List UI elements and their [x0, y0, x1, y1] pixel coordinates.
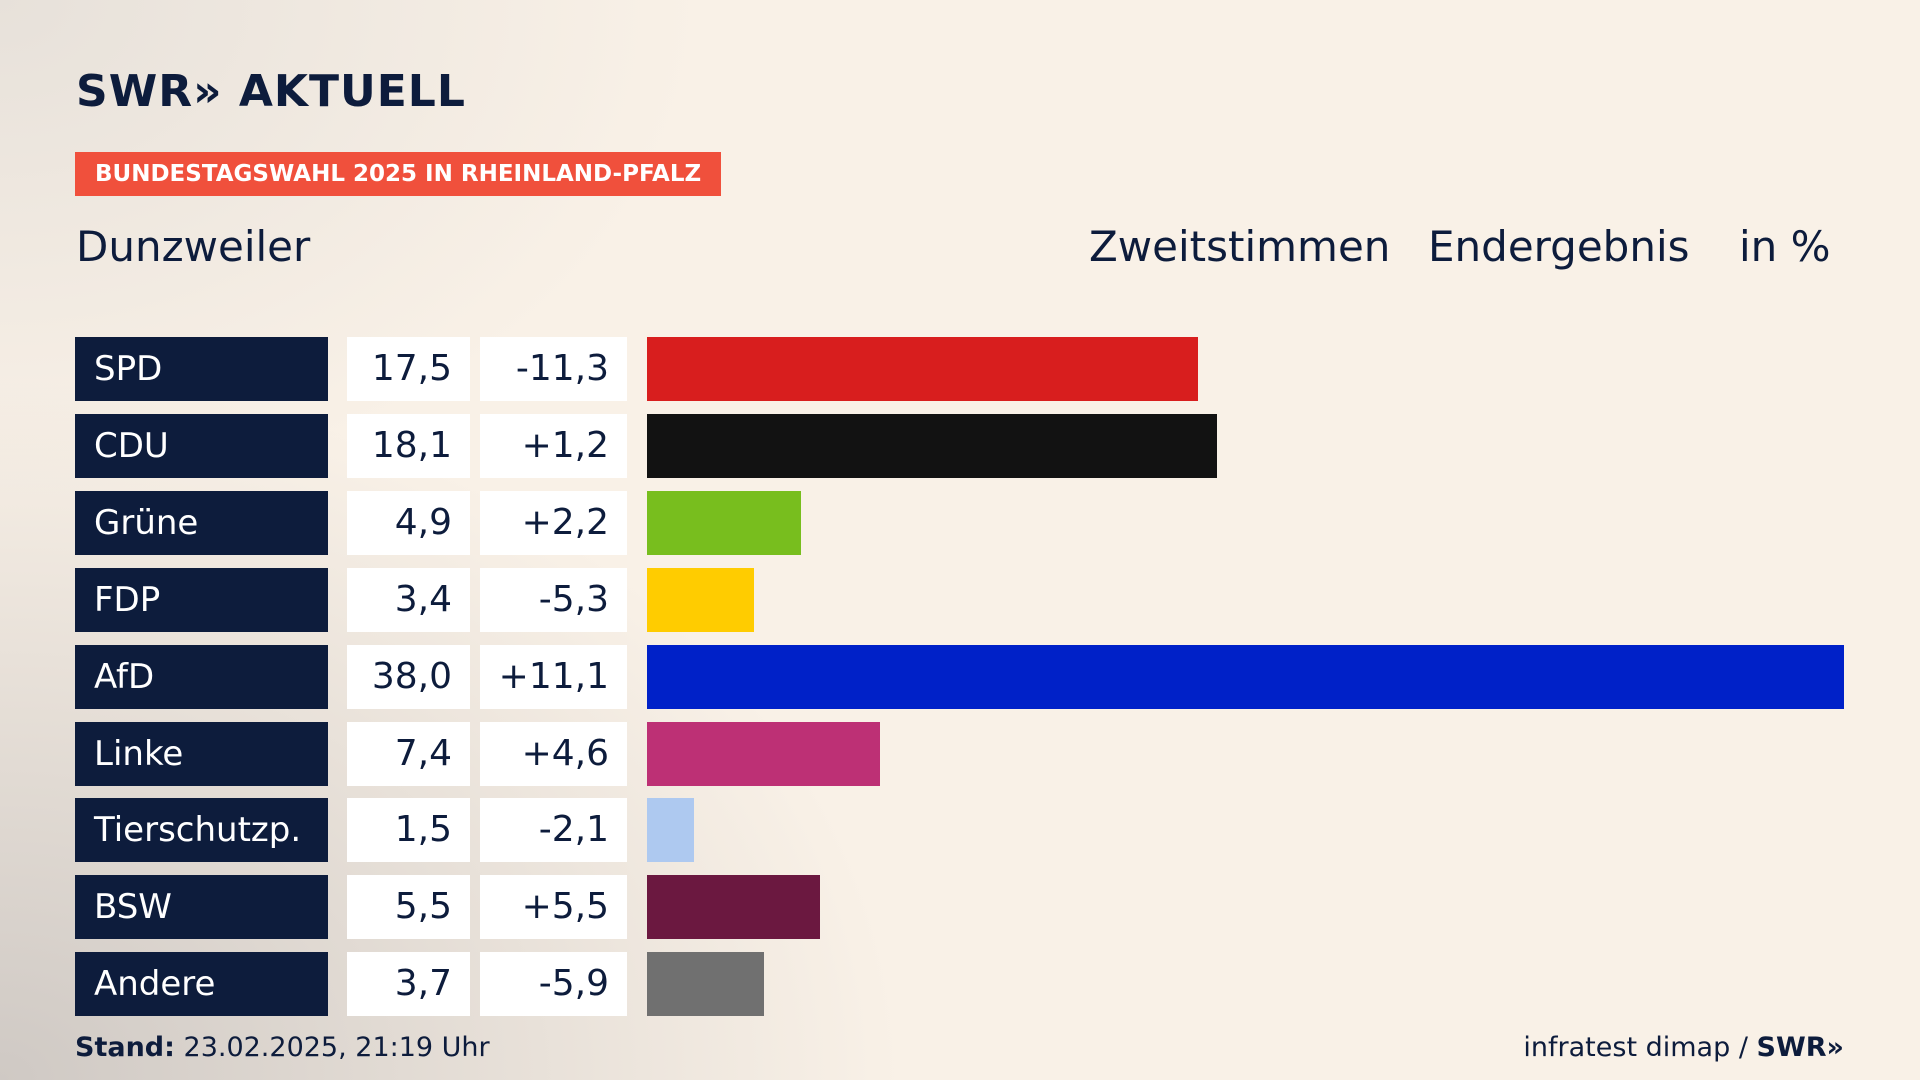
party-name: SPD [75, 337, 328, 401]
value-label: 5,5 [347, 875, 470, 940]
change-label: +1,2 [480, 413, 627, 478]
party-name: Tierschutzp. [75, 798, 328, 863]
banner: BUNDESTAGSWAHL 2025 IN RHEINLAND-PFALZ [75, 152, 722, 196]
bar [647, 952, 764, 1017]
stand: 23.02.2025, 21:19 Uhr [183, 1032, 490, 1063]
change-label: -2,1 [480, 798, 627, 863]
bar [647, 413, 1218, 478]
value-label: 4,9 [347, 490, 470, 555]
source-logo: SWR» [1756, 1032, 1844, 1063]
value-label: 3,7 [347, 952, 470, 1017]
change-label: +2,2 [480, 490, 627, 555]
change-label: +11,1 [480, 644, 627, 709]
footer-source: infratest dimap / SWR» [1523, 1032, 1844, 1063]
column-header: Zweitstimmen [1089, 222, 1391, 271]
change-label: -11,3 [480, 337, 627, 401]
value-label: 3,4 [347, 567, 470, 632]
value-label: 38,0 [347, 644, 470, 709]
place: Dunzweiler [76, 222, 311, 271]
unit: in % [1739, 222, 1831, 271]
party-name: Andere [75, 952, 328, 1017]
party-name: FDP [75, 567, 328, 632]
party-name: Grüne [75, 490, 328, 555]
stand-label: Stand: [75, 1032, 175, 1063]
value-label: 1,5 [347, 798, 470, 863]
logo: SWR» AKTUELL [76, 66, 466, 117]
value-label: 18,1 [347, 413, 470, 478]
party-name: CDU [75, 413, 328, 478]
change-label: -5,3 [480, 567, 627, 632]
bar [647, 721, 881, 786]
change-label: +4,6 [480, 721, 627, 786]
bar [647, 490, 802, 555]
party-name: AfD [75, 644, 328, 709]
footer-stand: Stand: 23.02.2025, 21:19 Uhr [75, 1032, 490, 1063]
value-label: 17,5 [347, 337, 470, 401]
bar [647, 644, 1844, 709]
bar [647, 337, 1199, 401]
change-label: +5,5 [480, 875, 627, 940]
change-label: -5,9 [480, 952, 627, 1017]
party-name: Linke [75, 721, 328, 786]
bar [647, 567, 755, 632]
value-label: 7,4 [347, 721, 470, 786]
source: infratest dimap / [1523, 1032, 1748, 1063]
bar [647, 875, 821, 940]
bar [647, 798, 695, 863]
column-header: Endergebnis [1428, 222, 1690, 271]
party-name: BSW [75, 875, 328, 940]
